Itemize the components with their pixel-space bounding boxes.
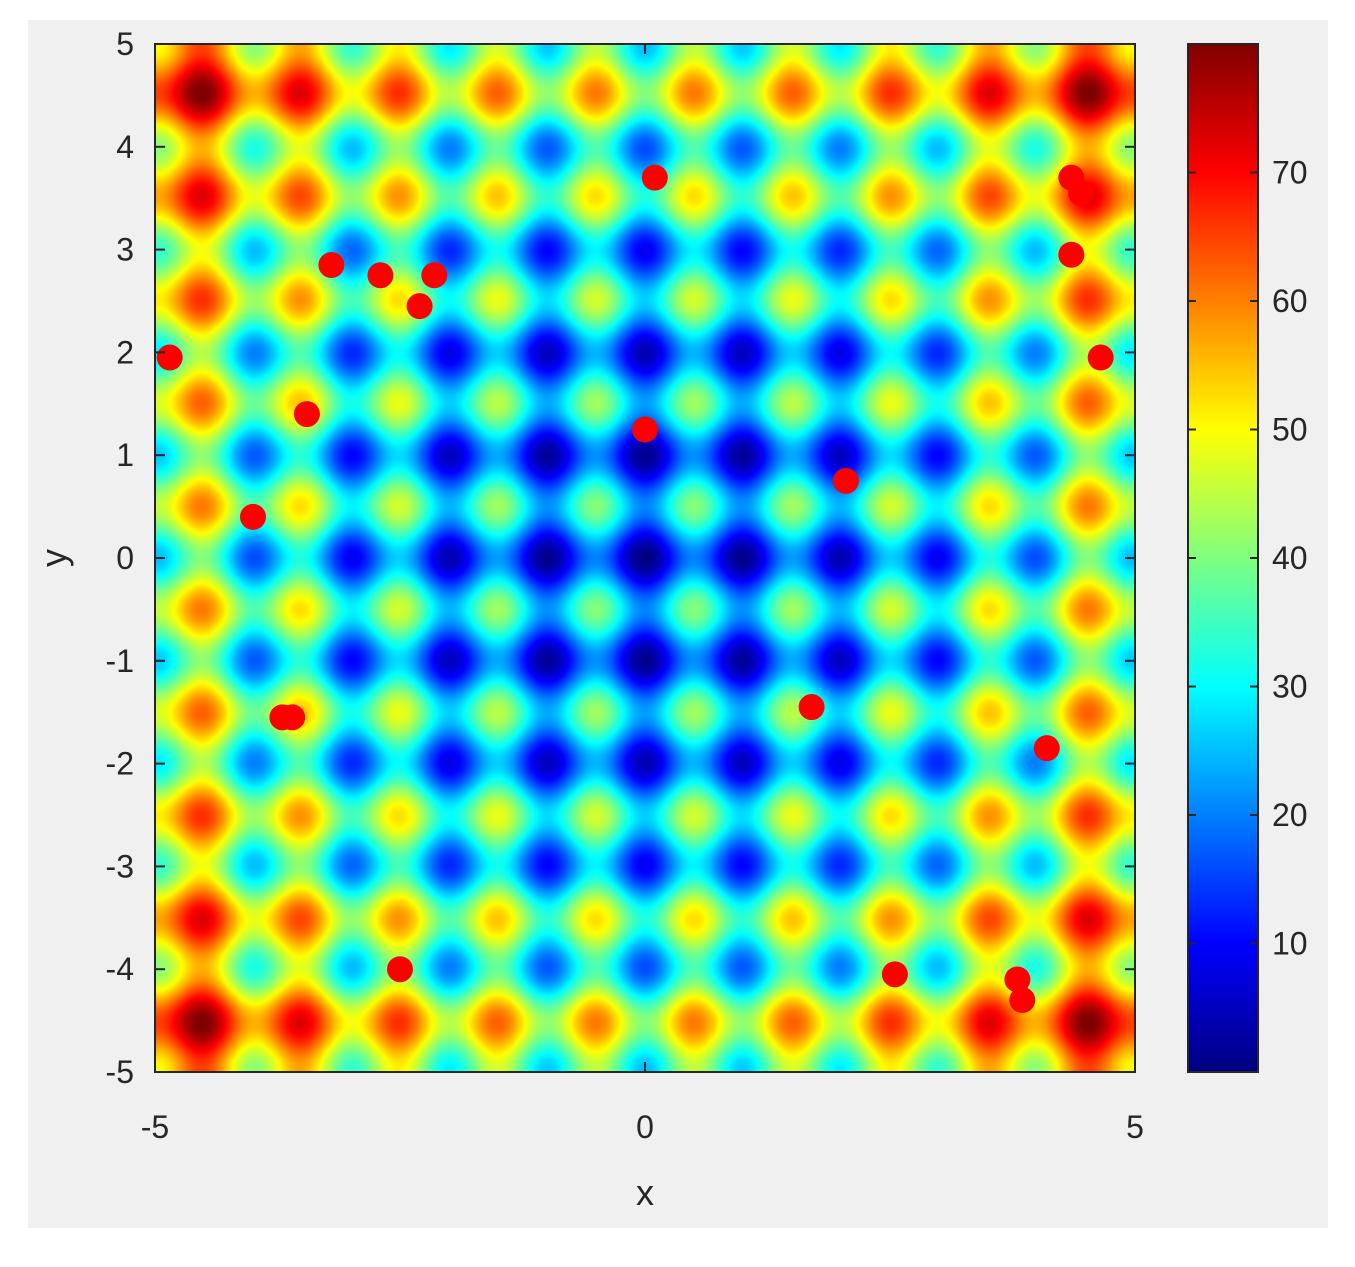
heatmap-image: [155, 44, 1135, 1072]
heatmap-area: [155, 44, 1135, 1072]
colorbar-tick-label: 50: [1272, 412, 1308, 448]
data-point: [421, 262, 448, 289]
data-point: [832, 467, 859, 494]
data-point: [406, 293, 433, 320]
data-point: [1058, 241, 1085, 268]
colorbar-tick-label: 70: [1272, 155, 1308, 191]
data-point: [1009, 987, 1036, 1014]
data-point: [293, 401, 320, 428]
y-tick-label: 4: [116, 129, 134, 165]
colorbar-tick-label: 20: [1272, 797, 1308, 833]
data-point: [641, 164, 668, 191]
data-point: [798, 694, 825, 721]
y-tick-label: -5: [106, 1054, 134, 1090]
colorbar: [1187, 43, 1259, 1073]
x-axis-ticks: -5 0 5: [141, 44, 1144, 1145]
y-tick-label: 3: [116, 232, 134, 268]
colorbar-tick-label: 30: [1272, 669, 1308, 705]
data-point: [632, 416, 658, 443]
data-point: [279, 704, 306, 731]
data-point: [367, 262, 394, 289]
data-point: [387, 956, 413, 983]
data-point: [1004, 966, 1031, 993]
colorbar-tick-label: 60: [1272, 283, 1308, 319]
colorbar-ticks: 10 20 30 40 50 60 70: [1188, 155, 1308, 962]
y-tick-label: 1: [116, 437, 134, 473]
data-point: [156, 344, 183, 371]
y-tick-label: -1: [106, 643, 134, 679]
x-tick-label: 5: [1126, 1109, 1144, 1145]
colorbar-tick-label: 40: [1272, 540, 1308, 576]
data-point: [1087, 344, 1114, 371]
x-tick-label: -5: [141, 1109, 169, 1145]
data-point: [240, 503, 266, 530]
data-point: [318, 252, 345, 279]
y-axis-label: y: [33, 549, 74, 567]
colorbar-tick-label: 10: [1272, 926, 1308, 962]
x-tick-label: 0: [636, 1109, 654, 1145]
data-point: [1033, 735, 1060, 762]
x-axis-label: x: [636, 1172, 654, 1213]
y-tick-label: 0: [116, 540, 134, 576]
y-tick-label: -2: [106, 746, 134, 782]
y-tick-label: -3: [106, 848, 134, 884]
y-tick-label: 5: [116, 26, 134, 62]
y-axis-ticks: -5 -4 -3 -2 -1 0 1 2 3 4 5: [106, 26, 1135, 1090]
y-tick-label: 2: [116, 334, 134, 370]
data-points: [156, 164, 1114, 1014]
data-point: [881, 961, 908, 988]
data-point: [1068, 180, 1095, 207]
y-tick-label: -4: [106, 951, 134, 987]
